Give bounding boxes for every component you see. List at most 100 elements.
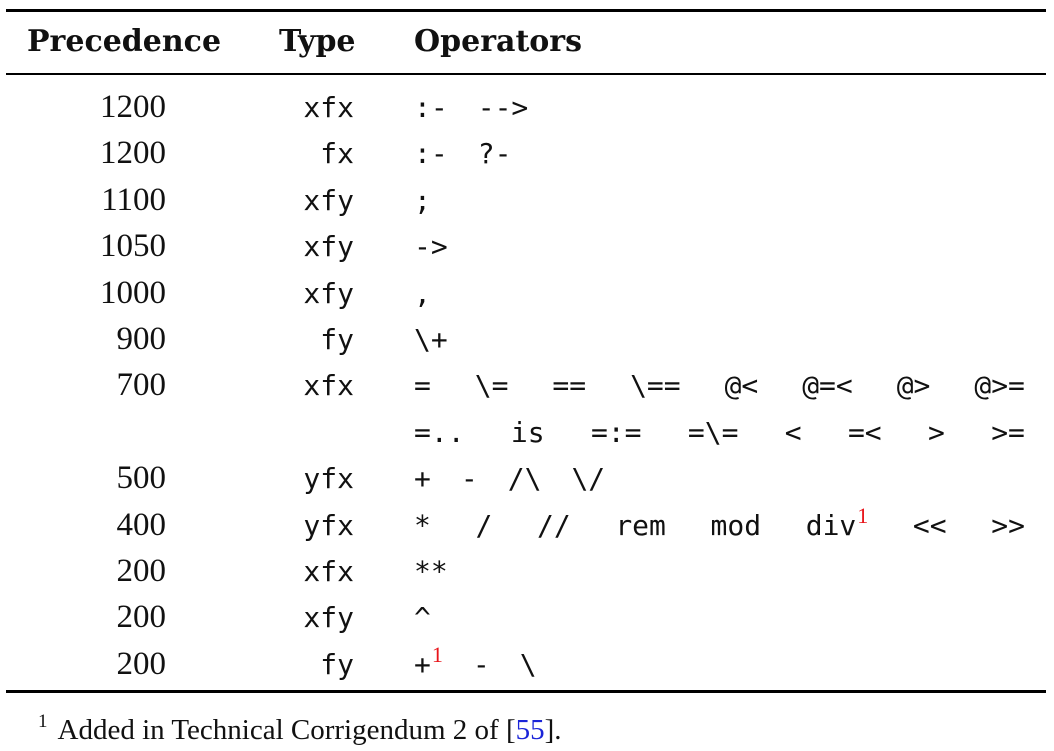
operator: =:= xyxy=(590,415,642,449)
precedence-cell: 1000 xyxy=(100,274,166,311)
footnote-marker: 1 xyxy=(38,711,48,732)
operators-cell: +1 - \ xyxy=(414,642,537,688)
precedence-cell: 200 xyxy=(116,553,167,589)
operator: > xyxy=(928,415,945,449)
precedence-cell: 700 xyxy=(116,367,167,404)
operators-cell: ; xyxy=(414,178,431,224)
operators-cell: :- --> xyxy=(414,85,528,131)
operators-cell: =.. is =:= =\= < =< > >= xyxy=(414,410,1025,456)
type-cell: xfx xyxy=(303,555,354,588)
table-row: 900 fy \+ xyxy=(0,317,1054,363)
operators-cell: -> xyxy=(414,224,448,270)
precedence-cell: 400 xyxy=(116,506,167,543)
header-precedence: Precedence xyxy=(27,24,222,59)
type-cell: xfy xyxy=(303,276,354,310)
table-row: 200 xfy ^ xyxy=(0,595,1054,641)
operators-cell: \+ xyxy=(414,317,448,363)
operator: /\ xyxy=(507,462,542,496)
precedence-cell: 1100 xyxy=(101,181,166,218)
header-type: Type xyxy=(279,24,356,59)
table-row: 1200 fx :- ?- xyxy=(0,131,1054,177)
precedence-cell: 1200 xyxy=(100,89,166,125)
type-cell: fy xyxy=(320,647,354,681)
table-row: =.. is =:= =\= < =< > >= xyxy=(0,410,1054,456)
operators-cell: ** xyxy=(414,549,448,595)
operator: \+ xyxy=(414,323,448,356)
operator: mod xyxy=(710,508,762,542)
operators-cell: + -/\ \/ xyxy=(414,456,605,502)
type-cell: yfx xyxy=(303,462,354,496)
operator: // xyxy=(536,508,571,542)
table-row: 1200 xfx:- --> xyxy=(0,85,1054,131)
operator: << xyxy=(912,508,947,542)
operator: , xyxy=(414,276,431,310)
footnote: 1 Added in Technical Corrigendum 2 of [55… xyxy=(38,702,562,750)
table-row: 1000 xfy, xyxy=(0,271,1054,317)
operator: @> xyxy=(896,369,931,403)
type-cell: xfy xyxy=(303,183,354,217)
operator: :- xyxy=(414,137,448,171)
operator: div xyxy=(805,508,857,542)
operator: + xyxy=(414,647,431,681)
header-operators: Operators xyxy=(414,24,583,59)
operators-cell: :- ?- xyxy=(414,131,511,177)
operator: - xyxy=(472,647,490,681)
operator: \/ xyxy=(571,462,606,496)
bottom-rule xyxy=(6,690,1046,693)
table-row: 400 yfx * ///rem mod div1 << >> xyxy=(0,503,1054,549)
citation-link[interactable]: 55 xyxy=(515,714,545,746)
table-row: 1100 xfy; xyxy=(0,178,1054,224)
footnote-text-end: ]. xyxy=(544,714,562,746)
operator: ^ xyxy=(414,601,431,635)
operator: -> xyxy=(414,230,448,264)
operator: =< xyxy=(847,415,882,449)
operator: ; xyxy=(414,183,431,217)
type-cell: xfy xyxy=(303,601,354,635)
operator: \== xyxy=(630,369,681,403)
operator: --> xyxy=(477,91,529,124)
operator: \= xyxy=(474,369,509,403)
precedence-cell: 900 xyxy=(116,321,167,357)
operator: == xyxy=(552,369,587,403)
type-cell: xfx xyxy=(303,369,354,403)
footnote-text: Added in Technical Corrigendum 2 of [ xyxy=(57,714,516,746)
table-row: 700 xfx = \= == \== @< @=< @> @>= xyxy=(0,363,1054,409)
table-row: 1050 xfy -> xyxy=(0,224,1054,270)
precedence-cell: 1200 xyxy=(100,135,166,172)
header-rule xyxy=(6,73,1046,75)
type-cell: xfy xyxy=(303,230,354,264)
precedence-cell: 1050 xyxy=(100,228,166,265)
operator: =.. xyxy=(414,415,465,449)
operator: - xyxy=(460,462,478,496)
operator: =\= xyxy=(687,415,739,449)
precedence-cell: 200 xyxy=(116,645,167,682)
operator: = xyxy=(414,369,431,403)
table-row: 200 fy +1 - \ xyxy=(0,642,1054,688)
footnote-ref[interactable]: 1 xyxy=(431,641,443,667)
operator: @=< xyxy=(802,369,853,403)
footnote-ref[interactable]: 1 xyxy=(857,502,869,528)
type-cell: fy xyxy=(320,323,354,356)
precedence-cell: 200 xyxy=(116,599,167,636)
operators-cell: * ///rem mod div1 << >> xyxy=(414,503,1025,549)
operator: + xyxy=(414,462,431,496)
operator: :- xyxy=(414,91,448,124)
operator: is xyxy=(510,415,545,449)
type-cell: fx xyxy=(320,137,354,171)
precedence-cell: 500 xyxy=(116,460,167,497)
operator: * xyxy=(414,508,431,542)
operator: < xyxy=(784,415,802,449)
operator: ?- xyxy=(477,137,512,171)
table-row: 200 xfx ** xyxy=(0,549,1054,595)
table-row: 500 yfx + -/\ \/ xyxy=(0,456,1054,502)
operator: / xyxy=(475,508,493,542)
operators-cell: = \= == \== @< @=< @> @>= xyxy=(414,363,1025,409)
operator: >> xyxy=(991,508,1025,542)
type-cell: yfx xyxy=(303,508,354,542)
top-rule xyxy=(6,9,1046,12)
operator: >= xyxy=(991,415,1025,449)
operators-cell: , xyxy=(414,271,431,317)
operator: ** xyxy=(414,555,448,588)
operator: \ xyxy=(519,647,537,681)
operator: @< xyxy=(724,369,759,403)
